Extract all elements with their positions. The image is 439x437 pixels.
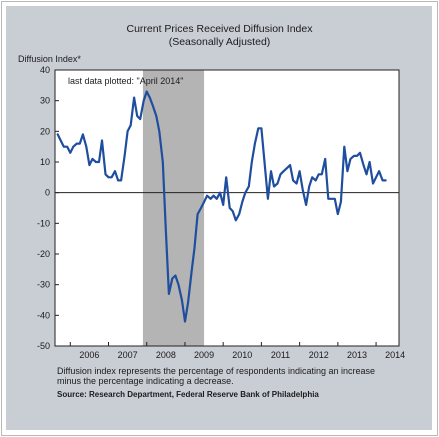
- y-tick-label: 30: [40, 96, 50, 106]
- x-tick-label: 2013: [347, 350, 367, 360]
- chart-title: Current Prices Received Diffusion Index: [126, 23, 313, 35]
- x-tick-label: 2006: [79, 350, 99, 360]
- y-tick-label: -30: [37, 280, 50, 290]
- series-line: [56, 90, 387, 323]
- recession-band: [142, 70, 205, 346]
- y-tick-label: 40: [40, 65, 50, 75]
- y-axis-label: Diffusion Index*: [18, 54, 81, 64]
- x-tick-label: 2010: [232, 350, 252, 360]
- plot-area: [55, 70, 399, 346]
- y-tick-label: -40: [37, 310, 50, 320]
- y-tick-label: -10: [37, 218, 50, 228]
- annotation-last-data: last data plotted: "April 2014": [68, 76, 183, 86]
- x-tick-label: 2008: [156, 350, 176, 360]
- plot-border: [54, 69, 400, 347]
- y-tick-label: -20: [37, 249, 50, 259]
- y-tick-label: 10: [40, 157, 50, 167]
- source-note: Source: Research Department, Federal Res…: [57, 390, 319, 399]
- y-tick-label: 20: [40, 126, 50, 136]
- x-tick-label: 2007: [118, 350, 138, 360]
- y-tick-label: -50: [37, 341, 50, 351]
- footnote: Diffusion index represents the percentag…: [57, 366, 376, 386]
- x-tick-label: 2011: [271, 350, 290, 360]
- x-tick-label: 2009: [194, 350, 214, 360]
- chart-subtitle: (Seasonally Adjusted): [168, 36, 271, 48]
- x-tick-label: 2014: [385, 350, 405, 360]
- y-tick-label: 0: [45, 188, 50, 198]
- x-tick-label: 2012: [309, 350, 329, 360]
